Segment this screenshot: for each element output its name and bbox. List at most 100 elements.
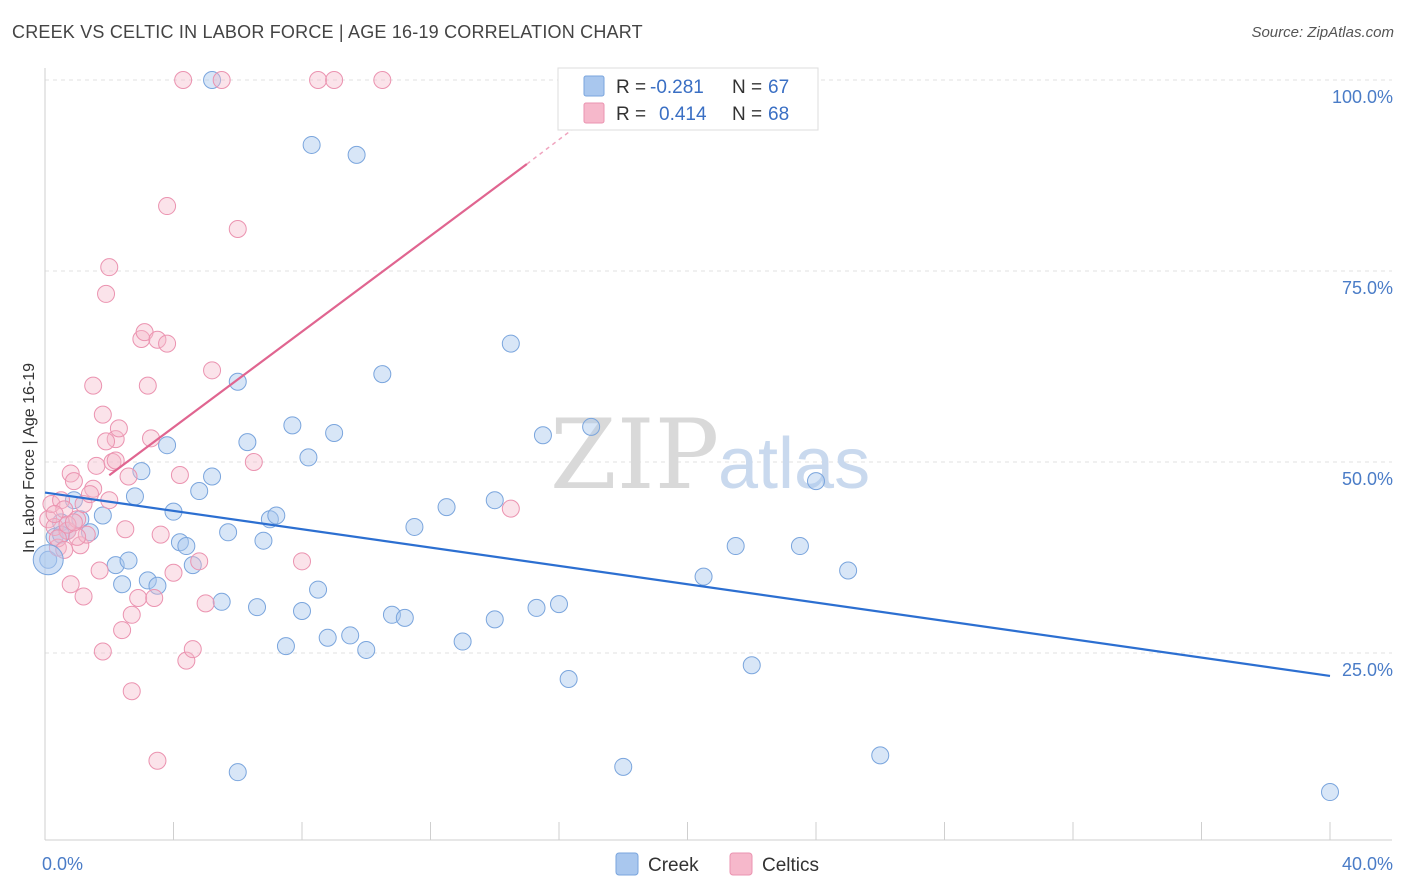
celtics-point [212,71,231,89]
creek-point [238,433,257,452]
celtics-point [196,594,215,613]
creek-point [283,416,302,435]
celtics-point [106,451,125,470]
watermark-atlas: atlas [718,424,870,504]
trend-lines [44,102,1331,678]
creek-point [32,544,64,576]
celtics-trend-extension [526,102,608,165]
celtics-point [170,465,189,484]
creek-point [485,491,504,510]
celtics-point [190,552,209,571]
creek-point [559,669,578,688]
legend-swatch-creek [615,852,639,876]
creek-point [158,436,177,455]
celtics-point [174,71,193,89]
creek-point [395,608,414,627]
celtics-point [68,527,87,546]
celtics-point [309,71,328,89]
celtics-point [87,456,106,475]
celtics-point [158,334,177,353]
stats-legend: R = -0.281 N = 67 R = 0.414 N = 68 [557,67,819,131]
stats-creek-n-value: 67 [768,77,789,98]
celtics-point [97,284,116,303]
celtics-point [84,376,103,395]
creek-point [248,598,267,617]
creek-point [293,601,311,620]
celtics-point [119,467,138,486]
creek-point [267,506,286,525]
creek-point [501,334,520,353]
creek-point [485,610,504,629]
creek-point [527,598,546,617]
creek-point [203,71,222,89]
celtics-point [90,561,109,580]
celtics-point [129,588,148,607]
creek-point [347,145,366,164]
watermark: ZIP atlas [550,399,870,511]
creek-point [212,592,231,611]
celtics-point [103,453,122,471]
y-tick-labels: 25.0% 50.0% 75.0% 100.0% [1332,87,1393,680]
celtics-point [148,330,167,349]
creek-point [373,365,392,384]
celtics-point [61,575,80,594]
celtics-point [228,219,247,238]
stats-creek-n-label: N = [732,77,762,98]
creek-point [790,537,809,556]
axes [44,68,1392,841]
creek-point [550,595,568,614]
stats-creek-r-label: R = [616,77,646,98]
stats-swatch-creek [583,75,605,97]
creek-point [726,537,745,556]
celtics-point [74,587,93,606]
celtics-trend-line [108,163,528,477]
celtics-point [116,520,135,539]
celtics-point [55,500,74,519]
celtics-point [84,479,103,498]
creek-point [190,482,209,501]
celtics-point [45,504,64,523]
celtics-point [177,651,196,670]
creek-point [309,580,328,599]
celtics-point [122,605,141,624]
creek-point [177,537,196,556]
celtics-point [203,361,222,380]
data-points [32,71,1339,802]
creek-point [203,467,222,486]
creek-point [318,628,337,647]
celtics-point [138,376,157,395]
celtics-point [93,405,112,424]
celtics-point [501,499,520,518]
creek-point [614,757,633,776]
series-legend: Creek Celtics [615,852,819,876]
celtics-point [158,197,177,216]
celtics-point [93,642,112,661]
stats-celtics-r-label: R = [616,104,646,125]
y-tick-label: 25.0% [1342,660,1393,680]
creek-point [113,575,132,594]
celtics-point [109,419,128,438]
creek-point [533,426,552,445]
creek-point [341,626,360,645]
creek-point [437,498,456,517]
celtics-point [183,640,202,659]
creek-point [302,135,321,154]
celtics-point [113,621,132,640]
stats-celtics-n-label: N = [732,104,762,125]
celtics-point [151,525,170,544]
creek-point [405,517,424,536]
stats-celtics-r-value: 0.414 [659,104,707,125]
creek-point [694,567,713,586]
celtics-point [122,682,141,701]
x-tick-labels: 0.0% 40.0% [42,854,1393,874]
celtics-point [68,510,87,529]
celtics-point [325,71,344,89]
x-tick-label: 0.0% [42,854,83,874]
grid-lines [45,79,1392,654]
creek-point [299,448,318,467]
creek-point [1321,783,1339,802]
creek-point [807,472,825,491]
celtics-point [244,453,263,471]
creek-point [357,640,376,659]
